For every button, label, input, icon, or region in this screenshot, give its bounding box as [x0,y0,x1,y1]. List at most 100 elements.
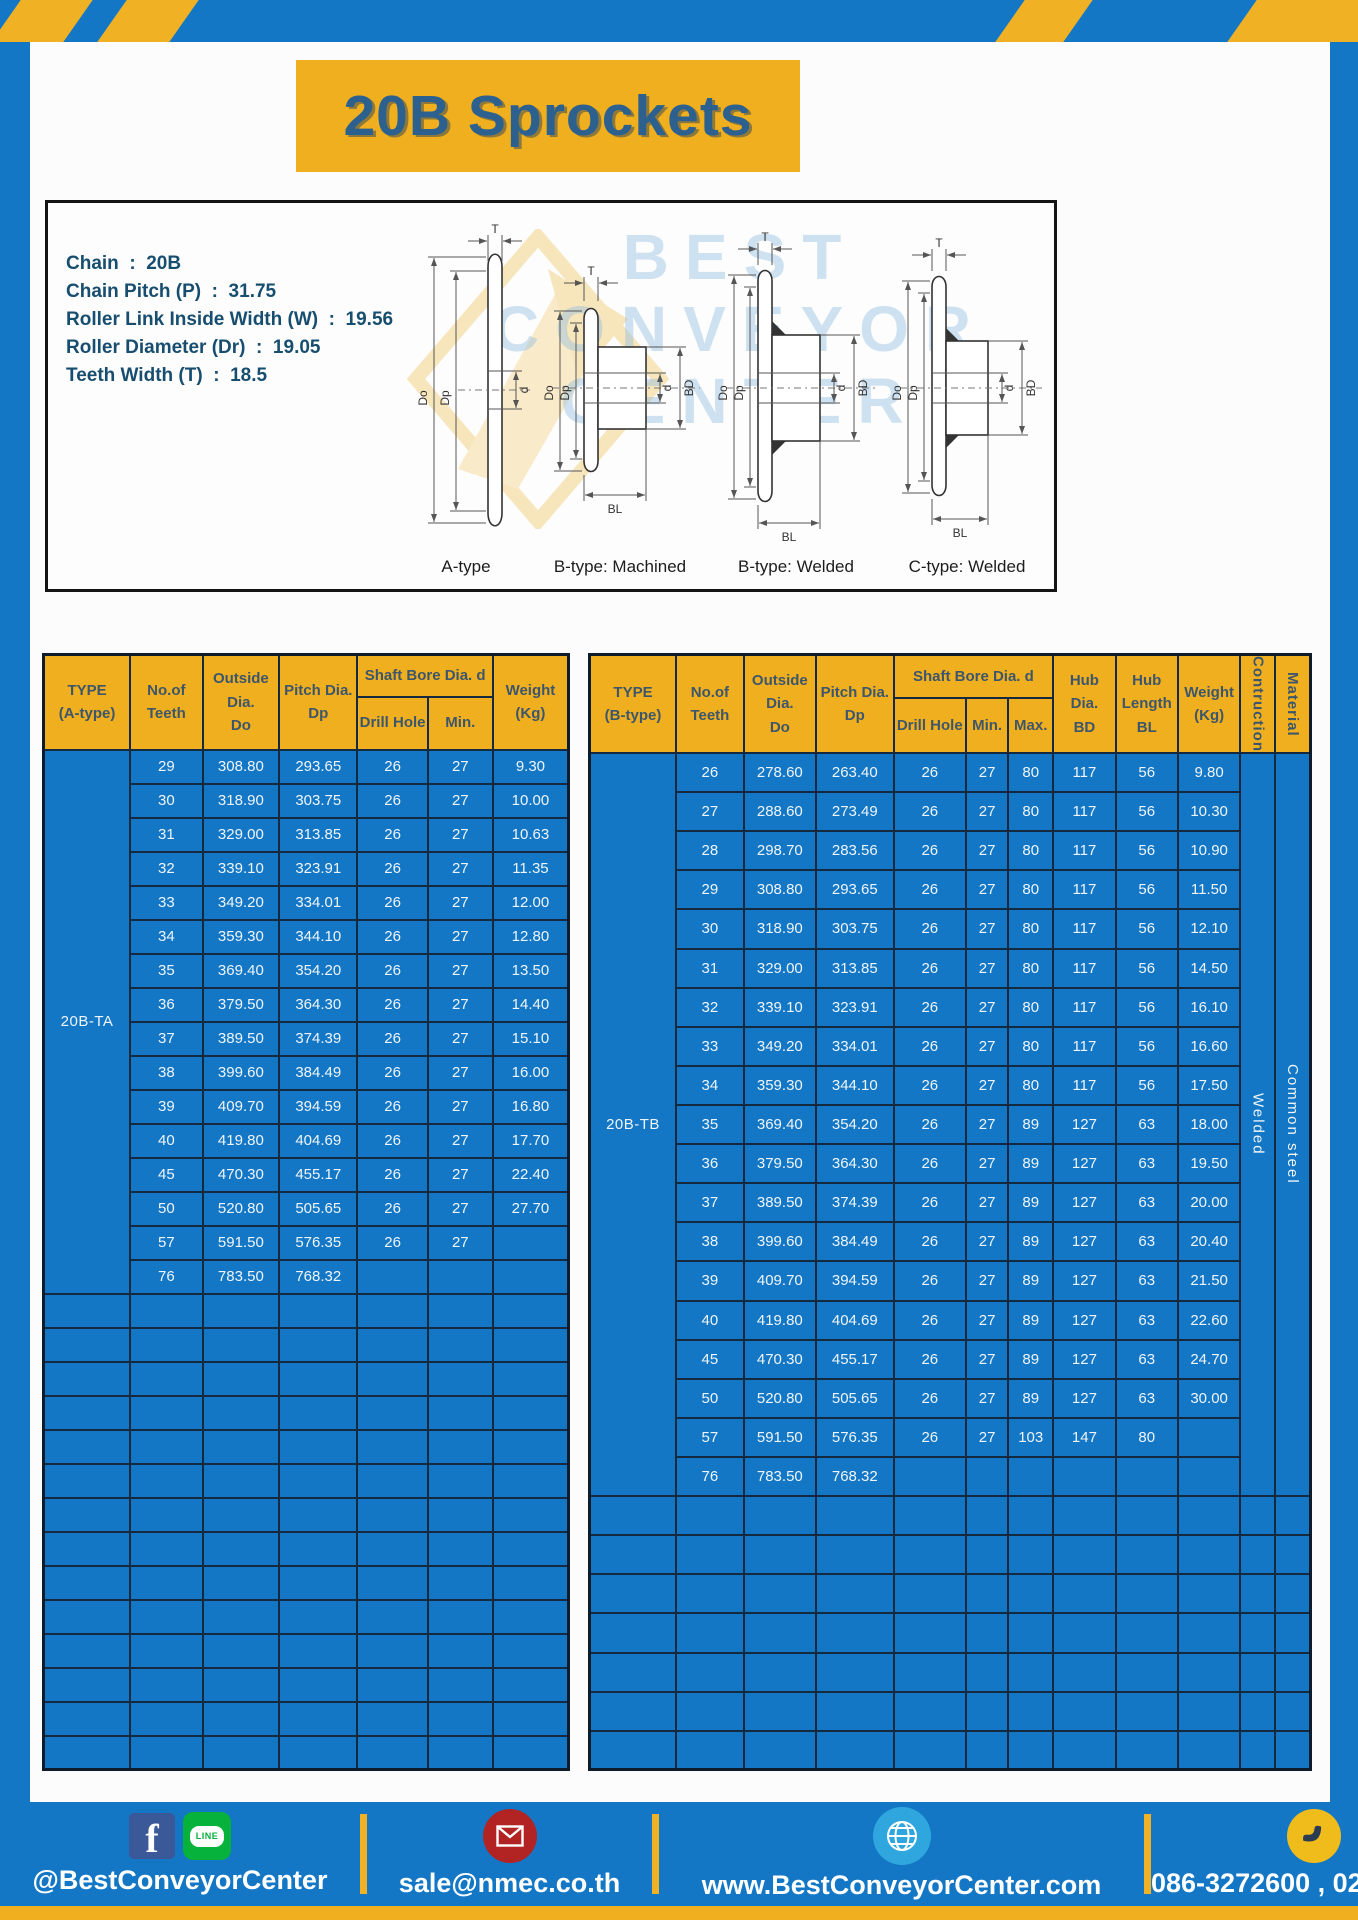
table-cell [491,1530,570,1567]
empty-row [42,1564,570,1601]
table-cell [964,1612,1010,1654]
table-cell [491,1462,570,1499]
globe-icon[interactable] [872,1807,931,1865]
table-cell: 313.85 [278,816,359,853]
table-cell: 33 [675,1025,745,1067]
table-cell [742,1729,817,1771]
table-cell [964,1690,1010,1732]
table-cell: 409.70 [742,1260,817,1302]
social-handle-label[interactable]: @BestConveyorCenter [32,1865,328,1895]
table-cell: 384.49 [814,1221,895,1263]
table-cell: 22.40 [491,1156,570,1193]
col-header-min: Min. [426,695,494,751]
dim-label-t: T [491,223,499,236]
col-header-material: Material [1274,653,1312,754]
table-cell [814,1612,895,1654]
table-cell [129,1394,204,1431]
table-cell: 27 [964,751,1010,794]
table-cell [491,1632,570,1669]
table-cell [356,1496,429,1533]
table-cell [356,1462,429,1499]
table-cell [675,1612,745,1654]
table-cell: 273.49 [814,791,895,833]
table-cell: 11.35 [491,850,570,887]
table-row: 20B-TB 26 278.60 263.40 26 27 80 117 56 9.80 Welde… [588,751,1312,1498]
table-cell: 37 [129,1020,204,1057]
dim-label-t: T [587,264,595,278]
table-cell: 29 [129,748,204,785]
table-cell: 27 [964,986,1010,1028]
table-cell [201,1666,281,1703]
table-cell: 576.35 [814,1416,895,1458]
table-cell [356,1666,429,1703]
facebook-icon[interactable]: f [129,1813,175,1859]
table-cell: 117 [1052,830,1117,872]
table-cell [42,1496,132,1533]
b-type-machined-drawing-icon: T Do Dp d BD BL [542,264,700,516]
table-cell: 15.10 [491,1020,570,1057]
col-header-drill-hole: Drill Hole [356,695,429,751]
footer-email-section: sale@nmec.co.th [367,1802,652,1906]
table-cell [1114,1495,1179,1537]
table-cell: 389.50 [742,1182,817,1224]
table-cell: 404.69 [814,1299,895,1341]
table-cell: 40 [129,1122,204,1159]
table-cell: 147 [1052,1416,1117,1458]
table-cell [892,1690,967,1732]
line-app-icon[interactable]: LINE [183,1812,231,1860]
table-cell: 359.30 [742,1064,817,1106]
table-cell [814,1690,895,1732]
table-cell: 379.50 [742,1143,817,1185]
dim-label-t: T [935,236,943,250]
table-row: 38 399.60 384.49 26 27 16.00 [44,1054,570,1091]
table-cell: 349.20 [742,1025,817,1067]
table-cell: 27 [426,1020,494,1057]
table-cell [1239,1612,1277,1654]
table-cell: 50 [129,1190,204,1227]
email-icon[interactable] [482,1809,537,1863]
website-label[interactable]: www.BestConveyorCenter.com [701,1870,1102,1900]
col-header-shaft-bore: Shaft Bore Dia. d [356,653,494,698]
table-cell: 89 [1007,1377,1055,1419]
c-type-welded-drawing-icon: T Do Dp d BD BL [890,236,1042,540]
table-cell: 293.65 [814,869,895,911]
footer-phone-section: 086-3272600 , 02-0017766 [1151,1802,1358,1906]
table-cell [1007,1612,1055,1654]
dim-label-d: d [660,385,674,392]
table-cell [42,1530,132,1567]
footer-divider [652,1814,659,1894]
table-cell [1176,1651,1242,1693]
table-cell [356,1428,429,1465]
table-cell: 591.50 [742,1416,817,1458]
table-cell: 394.59 [278,1088,359,1125]
table-cell: 89 [1007,1260,1055,1302]
table-cell [1052,1651,1117,1693]
table-cell [356,1326,429,1363]
table-cell [1274,1495,1312,1537]
email-label[interactable]: sale@nmec.co.th [398,1868,621,1898]
table-cell: 56 [1114,751,1179,794]
table-cell [42,1734,132,1771]
table-cell: 117 [1052,986,1117,1028]
table-cell [892,1651,967,1693]
phone-icon[interactable] [1286,1809,1341,1863]
spec-line: Roller Diameter (Dr) : 19.05 [66,337,321,358]
empty-row [42,1598,570,1635]
table-cell: 56 [1114,908,1179,950]
table-row: 35 369.40 354.20 26 27 13.50 [44,952,570,989]
table-cell [42,1564,132,1601]
table-cell [1274,1690,1312,1732]
table-cell [1007,1651,1055,1693]
table-cell: 33 [129,884,204,921]
table-cell [491,1394,570,1431]
table-cell [1114,1729,1179,1771]
sprocket-drawings: T Do Dp d A-type [400,211,1042,577]
table-cell [964,1495,1010,1537]
table-cell: 127 [1052,1182,1117,1224]
table-cell: 10.00 [491,782,570,819]
table-cell [42,1700,132,1737]
table-cell: 80 [1114,1416,1179,1458]
table-cell [491,1496,570,1533]
phone-label[interactable]: 086-3272600 , 02-0017766 [1151,1868,1358,1898]
table-cell: 26 [356,884,429,921]
